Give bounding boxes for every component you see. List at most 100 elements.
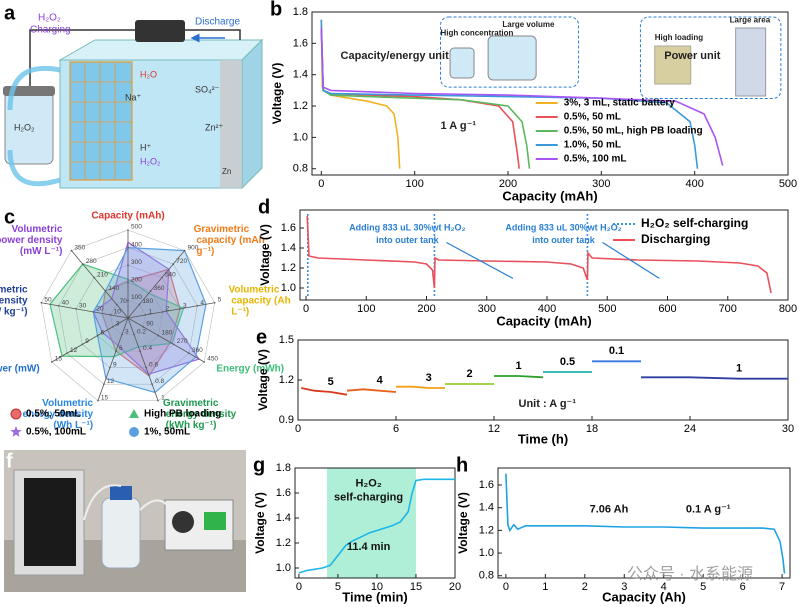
radar-tick: [145, 366, 147, 369]
radar-tick: [97, 399, 99, 402]
radar-tick-label: 3: [125, 328, 129, 335]
bottle-cap: [110, 486, 132, 500]
radar-axis-label: Volumetric capacity (Ah L⁻¹): [228, 284, 290, 317]
radar-spoke: [71, 250, 129, 319]
x-axis-label: Time (min): [342, 589, 408, 604]
radar-spoke: [127, 250, 185, 319]
x-tick-label: 7: [779, 581, 785, 593]
radar-tick: [70, 249, 73, 252]
y-axis-label: Voltage (V): [253, 492, 267, 554]
x-tick-label: 600: [658, 303, 676, 315]
radar-tick: [149, 290, 152, 292]
y-axis-label: Voltage (V): [270, 63, 284, 125]
radar-tick: [188, 352, 190, 355]
x-axis-label: Capacity (mAh): [502, 188, 597, 203]
beaker-small: [449, 47, 475, 79]
x-tick-label: 700: [719, 303, 737, 315]
radar-tick-label: 180: [161, 329, 172, 336]
x-tick-label: 30: [782, 423, 794, 435]
beaker-lid: [3, 86, 55, 96]
panel-label: b: [270, 0, 282, 20]
x-tick-label: 5: [700, 581, 706, 593]
label: H₂O₂: [14, 122, 35, 132]
y-tick-label: 0.9: [279, 414, 294, 426]
radar-tick: [151, 383, 153, 385]
radar-axis-label: Gravimetric power density (W kg⁻¹): [0, 284, 28, 317]
radar-tick-label: 40: [62, 299, 70, 306]
radar-tick: [127, 229, 129, 231]
radar-tick-label: 0.4: [143, 345, 152, 352]
annotation: 11.4 min: [347, 541, 391, 553]
x-tick-label: 15: [410, 581, 422, 593]
radar-tick-label: 5: [218, 296, 222, 303]
y-tick-label: 1.0: [479, 547, 494, 559]
photo-f: f: [4, 450, 246, 592]
shaded-region: [327, 468, 416, 578]
radar-tick-label: 300: [131, 259, 142, 266]
pipe: [7, 65, 61, 187]
radar-tick-label: 180: [142, 298, 153, 305]
y-tick-label: 1.4: [293, 69, 308, 81]
y-axis-label: Voltage (V): [258, 224, 272, 286]
radar-tick: [179, 308, 181, 310]
annotation-arrow: [602, 241, 660, 279]
x-tick-label: 500: [779, 178, 797, 190]
pump-head: [172, 511, 194, 533]
radar-tick-label: 200: [131, 277, 142, 284]
annotation: High concentration: [441, 28, 514, 37]
radar-tick: [172, 263, 175, 265]
y-tick-label: 1.5: [279, 334, 294, 346]
y-tick-label: 1.4: [281, 242, 296, 254]
radar-tick-label: 0.6: [149, 361, 158, 368]
x-tick-label: 6: [393, 423, 399, 435]
tank-side: [241, 38, 263, 190]
radar-tick: [172, 343, 175, 346]
x-tick-label: 0: [318, 178, 324, 190]
y-axis-label: Voltage (V): [256, 349, 270, 411]
radar-tick: [111, 326, 114, 328]
panel-label: a: [4, 2, 16, 24]
y-tick-label: 1.2: [281, 262, 296, 274]
radar-tick-label: 30: [79, 303, 87, 310]
x-tick-label: 4: [661, 581, 667, 593]
annotation: Large volume: [502, 20, 555, 29]
annotation: 7.06 Ah: [590, 504, 629, 516]
series-line: [301, 387, 348, 396]
radar-tick: [115, 350, 117, 352]
series-label: 0.1: [609, 345, 624, 357]
x-tick-label: 0: [303, 303, 309, 315]
radar-tick-label: 50: [44, 296, 52, 303]
radar-tick-label: 10: [114, 309, 122, 316]
radar-tick-label: 400: [131, 241, 142, 248]
x-tick-label: 24: [684, 423, 696, 435]
y-tick-label: 1.2: [276, 537, 291, 549]
series-label: 4: [377, 375, 384, 387]
y-tick-label: 1.6: [479, 479, 494, 491]
x-tick-label: 800: [779, 303, 797, 315]
annotation: Adding 833 uL 30%wt H₂O₂: [505, 222, 621, 232]
x-tick-label: 18: [586, 423, 598, 435]
y-tick-label: 1.6: [276, 487, 291, 499]
series-line: [494, 375, 544, 379]
radar-tick-label: 500: [131, 224, 142, 231]
inset-box: [639, 16, 782, 99]
annotation: 1 A g⁻¹: [441, 120, 477, 132]
radar-tick: [109, 366, 111, 369]
radar-spoke: [41, 302, 129, 319]
annotation: Capacity/energy unit: [341, 50, 450, 62]
radar-spoke: [97, 317, 129, 401]
radar-tick: [127, 299, 129, 302]
radar-tick: [40, 301, 43, 304]
legend-label: 1%, 50mL: [144, 427, 190, 438]
series-line: [306, 215, 772, 294]
label: Charging: [30, 25, 71, 36]
annotation: High loading: [655, 33, 704, 42]
radar-tick-label: 2: [166, 306, 170, 313]
bottle: [101, 497, 141, 569]
radar-tick-label: 3: [183, 303, 187, 310]
legend-marker: [10, 426, 22, 437]
zn-plate: [220, 60, 242, 188]
radar-tick: [183, 249, 186, 252]
legend-label: 0.5%, 50mL: [26, 409, 80, 420]
label: H₂O₂: [140, 156, 161, 166]
